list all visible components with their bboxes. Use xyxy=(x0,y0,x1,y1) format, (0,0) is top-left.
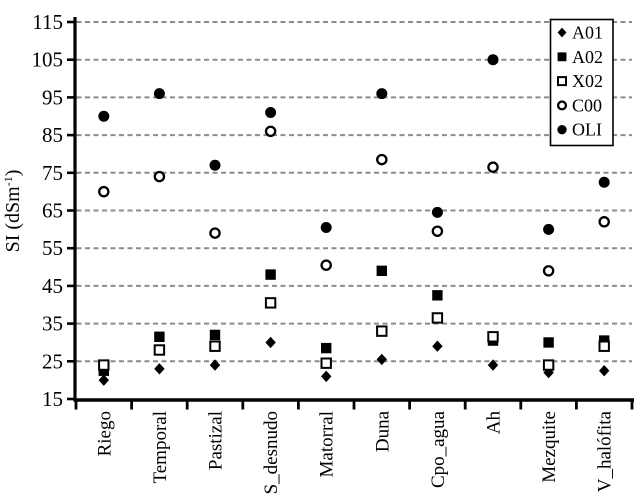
y-tick-label: 35 xyxy=(42,312,63,336)
data-point xyxy=(98,374,109,386)
data-point xyxy=(376,265,387,277)
data-point xyxy=(376,88,388,100)
data-point xyxy=(209,329,221,341)
data-point xyxy=(265,269,276,280)
data-point xyxy=(376,153,388,166)
data-point xyxy=(265,336,276,349)
data-point xyxy=(265,106,277,118)
data-point xyxy=(321,370,332,383)
data-point xyxy=(599,365,610,377)
y-tick-label: 115 xyxy=(32,10,63,34)
data-point xyxy=(209,359,221,371)
data-point xyxy=(543,337,554,348)
data-point xyxy=(431,225,444,237)
x-category-label: S_desnudo xyxy=(261,411,282,494)
y-tick-label: 75 xyxy=(42,161,63,185)
y-axis: 15 25 35 45 55 65 75 85 95 105 115 xyxy=(32,10,77,411)
data-point xyxy=(321,342,332,354)
x-category-label: Cpo_agua xyxy=(428,410,449,488)
legend-item-label: A02 xyxy=(572,47,603,67)
x-category-label: Pastizal xyxy=(206,411,227,470)
y-axis-title: SI (dSm-1) xyxy=(1,170,24,253)
legend: A01 A02 X02 C00 OLI xyxy=(549,18,614,147)
y-tick-label: 65 xyxy=(42,199,63,223)
x-category-label: Temporal xyxy=(150,411,171,484)
legend-item-OLI: OLI xyxy=(557,120,602,140)
data-point xyxy=(598,176,610,188)
data-point xyxy=(153,88,165,100)
data-point xyxy=(209,227,221,239)
data-point xyxy=(598,340,610,352)
data-point xyxy=(320,259,332,271)
series-A01 xyxy=(98,336,610,386)
data-point xyxy=(431,312,444,324)
legend-item-label: X02 xyxy=(572,71,603,91)
data-point xyxy=(320,357,332,369)
x-category-label: Mezquite xyxy=(539,411,560,483)
series-A02 xyxy=(98,265,610,376)
open-circle-icon xyxy=(556,100,568,111)
legend-item-label: OLI xyxy=(572,120,602,140)
data-point xyxy=(487,359,499,371)
y-tick-label: 95 xyxy=(42,85,63,109)
series-C00 xyxy=(98,125,610,277)
data-point xyxy=(98,110,110,122)
x-category-label: Ah xyxy=(484,411,505,435)
data-point xyxy=(432,290,443,301)
x-axis: Riego Temporal Pastizal S_desnudo Matorral Du… xyxy=(73,398,634,494)
x-category-label: Riego xyxy=(94,411,115,456)
data-point xyxy=(320,221,332,233)
legend-item-label: A01 xyxy=(572,23,603,43)
series-layer xyxy=(98,54,610,386)
data-point xyxy=(542,359,555,371)
y-tick-label: 85 xyxy=(42,123,63,147)
data-point xyxy=(209,340,221,352)
x-category-label: Duna xyxy=(372,410,393,452)
data-point xyxy=(487,161,499,173)
y-tick-label: 105 xyxy=(32,48,64,72)
legend-item-X02: X02 xyxy=(557,71,603,91)
legend-item-A02: A02 xyxy=(557,47,603,67)
data-point xyxy=(264,125,277,138)
data-point xyxy=(542,265,555,277)
filled-square-icon xyxy=(557,52,567,62)
y-tick-label: 55 xyxy=(42,236,63,260)
data-point xyxy=(431,206,443,218)
data-point xyxy=(153,170,166,183)
filled-diamond-icon xyxy=(557,27,567,38)
open-square-icon xyxy=(557,76,567,87)
gridlines xyxy=(76,21,632,363)
filled-circle-icon xyxy=(557,125,567,135)
data-point xyxy=(98,359,110,371)
data-point xyxy=(154,331,165,342)
data-point xyxy=(209,159,221,171)
data-point xyxy=(487,54,499,66)
y-tick-label: 25 xyxy=(42,349,63,373)
data-point xyxy=(153,344,166,356)
x-category-label: V_halófita xyxy=(595,410,616,492)
data-point xyxy=(376,353,387,366)
series-OLI xyxy=(98,54,610,235)
data-point xyxy=(487,331,499,343)
series-X02 xyxy=(98,297,610,371)
data-point xyxy=(432,340,443,352)
y-tick-label: 45 xyxy=(42,274,63,298)
data-point xyxy=(264,297,277,309)
legend-item-C00: C00 xyxy=(556,95,602,115)
x-category-label: Matorral xyxy=(317,411,338,477)
y-tick-label: 15 xyxy=(42,387,63,411)
legend-item-A01: A01 xyxy=(557,23,603,43)
data-point xyxy=(543,223,555,235)
legend-item-label: C00 xyxy=(572,95,602,115)
data-point xyxy=(154,363,165,375)
data-point xyxy=(98,185,110,198)
data-point xyxy=(598,216,610,228)
data-point xyxy=(376,325,388,337)
